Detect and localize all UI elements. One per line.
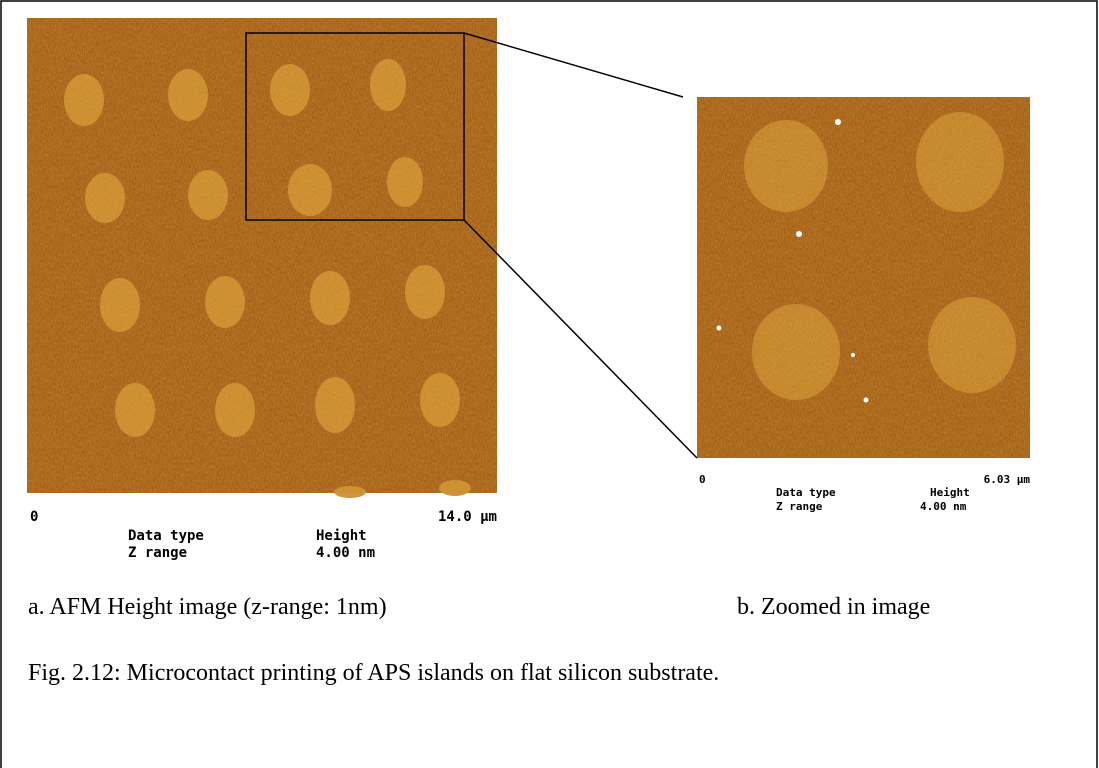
scale-end: 6.03 µm xyxy=(984,473,1031,486)
info-label: Z range xyxy=(776,500,823,513)
info-label: Data type xyxy=(776,486,836,499)
figure-caption: Fig. 2.12: Microcontact printing of APS … xyxy=(28,660,719,686)
info-value: Height xyxy=(316,528,367,544)
info-value: 4.00 nm xyxy=(316,545,375,561)
info-value: Height xyxy=(930,486,970,499)
scale-start: 0 xyxy=(699,473,706,486)
info-label: Z range xyxy=(128,545,187,561)
scale-end: 14.0 µm xyxy=(438,509,497,525)
caption-a: a. AFM Height image (z-range: 1nm) xyxy=(28,594,387,620)
zoom-line xyxy=(464,220,697,458)
scale-start: 0 xyxy=(30,509,38,525)
afm-image-b xyxy=(697,97,1030,458)
info-value: 4.00 nm xyxy=(920,500,967,513)
info-label: Data type xyxy=(128,528,204,544)
caption-b: b. Zoomed in image xyxy=(737,594,930,620)
figure-page: 0 14.0 µm Data type Height Z range 4.00 … xyxy=(0,0,1099,768)
afm-image-a xyxy=(27,18,497,498)
